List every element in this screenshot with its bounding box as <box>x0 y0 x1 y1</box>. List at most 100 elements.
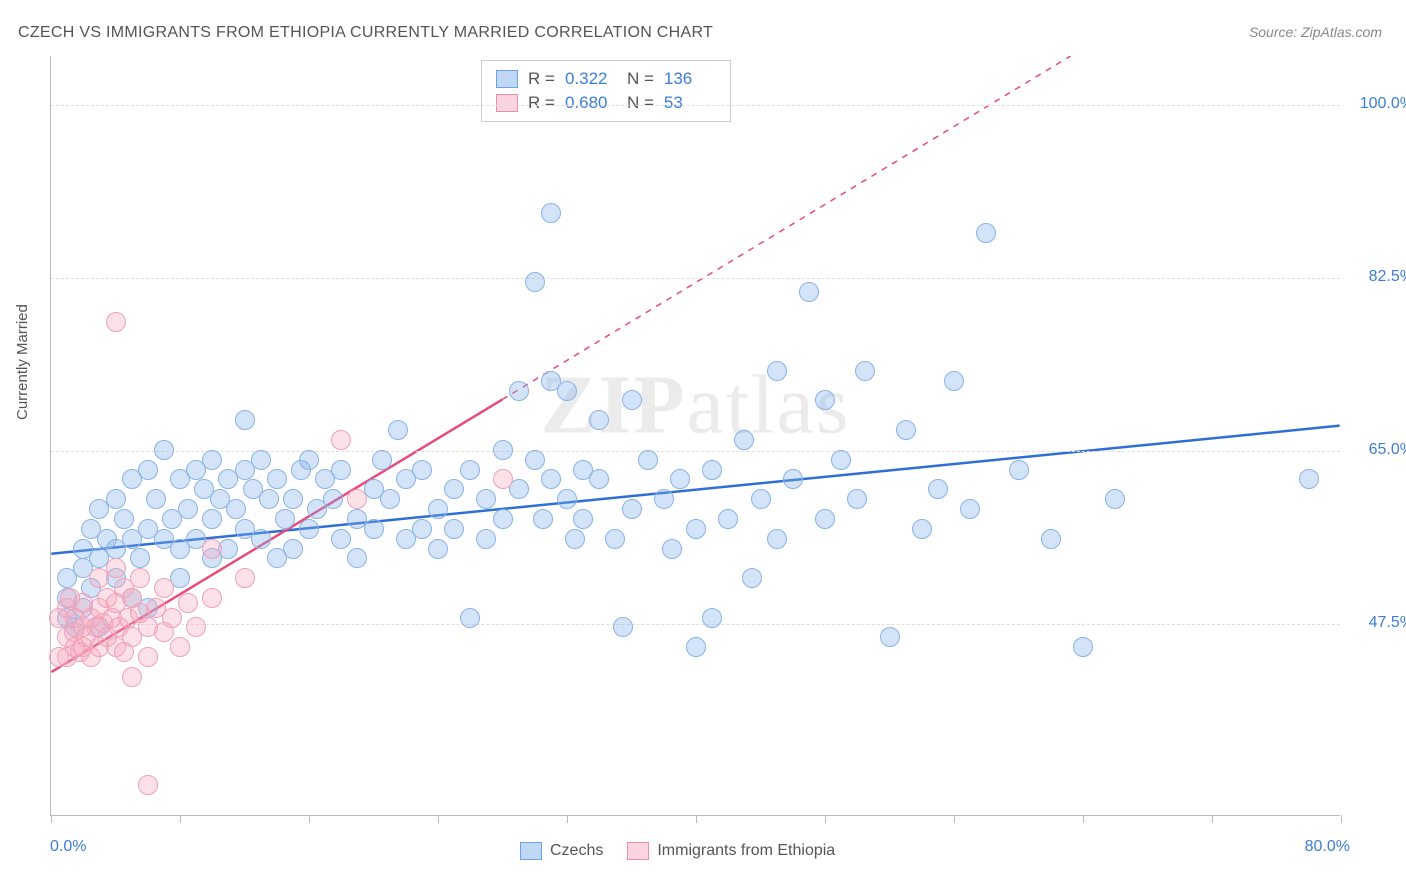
correlation-legend: R = 0.322 N = 136 R = 0.680 N = 53 <box>481 60 731 122</box>
legend-row: R = 0.680 N = 53 <box>496 91 716 115</box>
data-point <box>106 558 126 578</box>
data-point <box>226 499 246 519</box>
data-point <box>896 420 916 440</box>
data-point <box>880 627 900 647</box>
legend-item: Czechs <box>520 842 603 860</box>
data-point <box>364 519 384 539</box>
data-point <box>654 489 674 509</box>
data-point <box>275 509 295 529</box>
data-point <box>202 539 222 559</box>
data-point <box>638 450 658 470</box>
y-tick-label: 47.5% <box>1348 614 1406 632</box>
data-point <box>734 430 754 450</box>
data-point <box>944 371 964 391</box>
data-point <box>106 312 126 332</box>
watermark: ZIPatlas <box>541 357 851 454</box>
data-point <box>622 499 642 519</box>
data-point <box>783 469 803 489</box>
data-point <box>299 519 319 539</box>
data-point <box>331 529 351 549</box>
data-point <box>767 361 787 381</box>
data-point <box>718 509 738 529</box>
legend-n-label: N = <box>627 93 654 113</box>
scatter-plot: ZIPatlas R = 0.322 N = 136 R = 0.680 N =… <box>50 56 1340 816</box>
data-point <box>178 593 198 613</box>
data-point <box>235 410 255 430</box>
x-tick <box>696 815 697 823</box>
y-tick-label: 82.5% <box>1348 268 1406 286</box>
x-tick <box>1341 815 1342 823</box>
data-point <box>428 539 448 559</box>
data-point <box>162 608 182 628</box>
data-point <box>1041 529 1061 549</box>
gridline <box>51 451 1340 452</box>
data-point <box>444 479 464 499</box>
x-tick <box>309 815 310 823</box>
data-point <box>138 460 158 480</box>
gridline <box>51 105 1340 106</box>
x-tick <box>180 815 181 823</box>
legend-swatch <box>496 70 518 88</box>
x-tick <box>1083 815 1084 823</box>
data-point <box>460 460 480 480</box>
legend-r-label: R = <box>528 93 555 113</box>
x-tick <box>954 815 955 823</box>
data-point <box>138 775 158 795</box>
data-point <box>573 509 593 529</box>
data-point <box>283 539 303 559</box>
legend-r-label: R = <box>528 69 555 89</box>
data-point <box>428 499 448 519</box>
trend-lines <box>51 56 1340 815</box>
data-point <box>525 450 545 470</box>
data-point <box>525 272 545 292</box>
data-point <box>565 529 585 549</box>
data-point <box>170 637 190 657</box>
legend-n-value: 136 <box>664 69 716 89</box>
data-point <box>662 539 682 559</box>
y-tick-label: 65.0% <box>1348 441 1406 459</box>
data-point <box>130 548 150 568</box>
data-point <box>460 608 480 628</box>
data-point <box>533 509 553 529</box>
data-point <box>476 529 496 549</box>
data-point <box>613 617 633 637</box>
data-point <box>202 509 222 529</box>
series-legend: Czechs Immigrants from Ethiopia <box>520 842 835 860</box>
data-point <box>235 568 255 588</box>
data-point <box>589 410 609 430</box>
data-point <box>1299 469 1319 489</box>
data-point <box>799 282 819 302</box>
data-point <box>412 460 432 480</box>
data-point <box>146 489 166 509</box>
data-point <box>1105 489 1125 509</box>
legend-label: Immigrants from Ethiopia <box>657 842 835 860</box>
data-point <box>251 529 271 549</box>
data-point <box>444 519 464 539</box>
data-point <box>670 469 690 489</box>
chart-title: CZECH VS IMMIGRANTS FROM ETHIOPIA CURREN… <box>18 24 713 42</box>
data-point <box>815 509 835 529</box>
legend-swatch <box>496 94 518 112</box>
x-tick <box>1212 815 1213 823</box>
data-point <box>509 381 529 401</box>
data-point <box>493 469 513 489</box>
data-point <box>323 489 343 509</box>
data-point <box>299 450 319 470</box>
data-point <box>331 430 351 450</box>
data-point <box>347 548 367 568</box>
data-point <box>178 499 198 519</box>
gridline <box>51 624 1340 625</box>
data-point <box>831 450 851 470</box>
data-point <box>686 519 706 539</box>
data-point <box>114 509 134 529</box>
data-point <box>202 450 222 470</box>
x-tick <box>438 815 439 823</box>
data-point <box>815 390 835 410</box>
data-point <box>380 489 400 509</box>
legend-r-value: 0.322 <box>565 69 617 89</box>
legend-n-value: 53 <box>664 93 716 113</box>
source-label: Source: ZipAtlas.com <box>1249 24 1382 40</box>
data-point <box>388 420 408 440</box>
x-axis-min-label: 0.0% <box>50 838 86 856</box>
data-point <box>267 469 287 489</box>
